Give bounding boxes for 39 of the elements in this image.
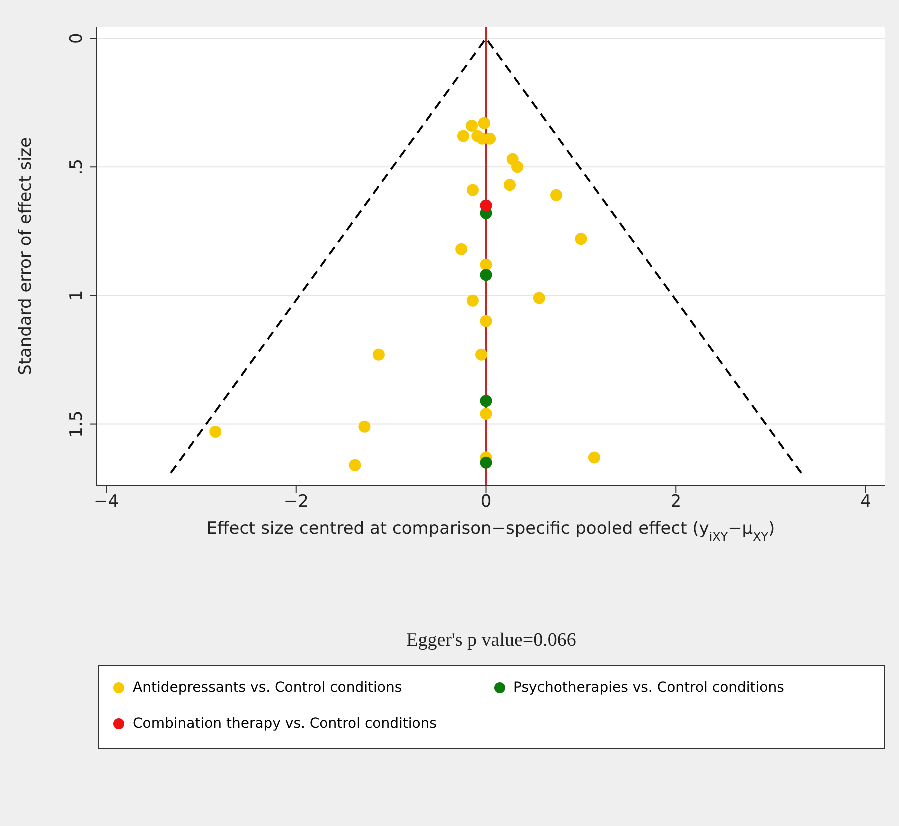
point [575,233,588,246]
y-tick-label: .5 [67,159,87,176]
point [466,184,479,196]
point [457,130,470,142]
legend-label: Psychotherapies vs. Control conditions [514,680,784,696]
y-tick-label: 0 [67,33,87,44]
point [372,348,385,361]
x-axis-title: Effect size centred at comparison−specific pooled effect (y$_{iXY}$−μ$_{XY}$) [206,519,776,544]
point [466,294,479,307]
point [588,452,600,464]
x-tick-label: 2 [670,492,682,512]
point [480,269,492,282]
point [512,161,524,174]
point [533,292,546,304]
y-axis-title: Standard error of effect size [16,137,36,376]
point [480,200,492,212]
point [504,179,516,192]
point [480,258,492,271]
x-tick-label: −4 [94,492,120,512]
point [210,426,222,438]
x-tick-label: 0 [480,492,492,512]
x-tick-label: −2 [284,492,309,512]
point [480,456,492,469]
point [349,459,362,472]
point [550,189,563,202]
y-tick-label: 1 [67,290,87,302]
point [358,420,371,433]
legend-label: Combination therapy vs. Control conditions [133,716,437,732]
point [480,395,492,408]
point [480,408,492,420]
y-tick-label: 1.5 [67,410,87,438]
point [476,348,488,361]
point [478,117,490,130]
x-tick-label: 4 [860,492,872,512]
text: Egger's p value=0.066 [406,630,578,652]
point [456,243,468,256]
legend-label: Antidepressants vs. Control conditions [133,680,402,696]
point [480,315,492,328]
point [466,120,478,132]
